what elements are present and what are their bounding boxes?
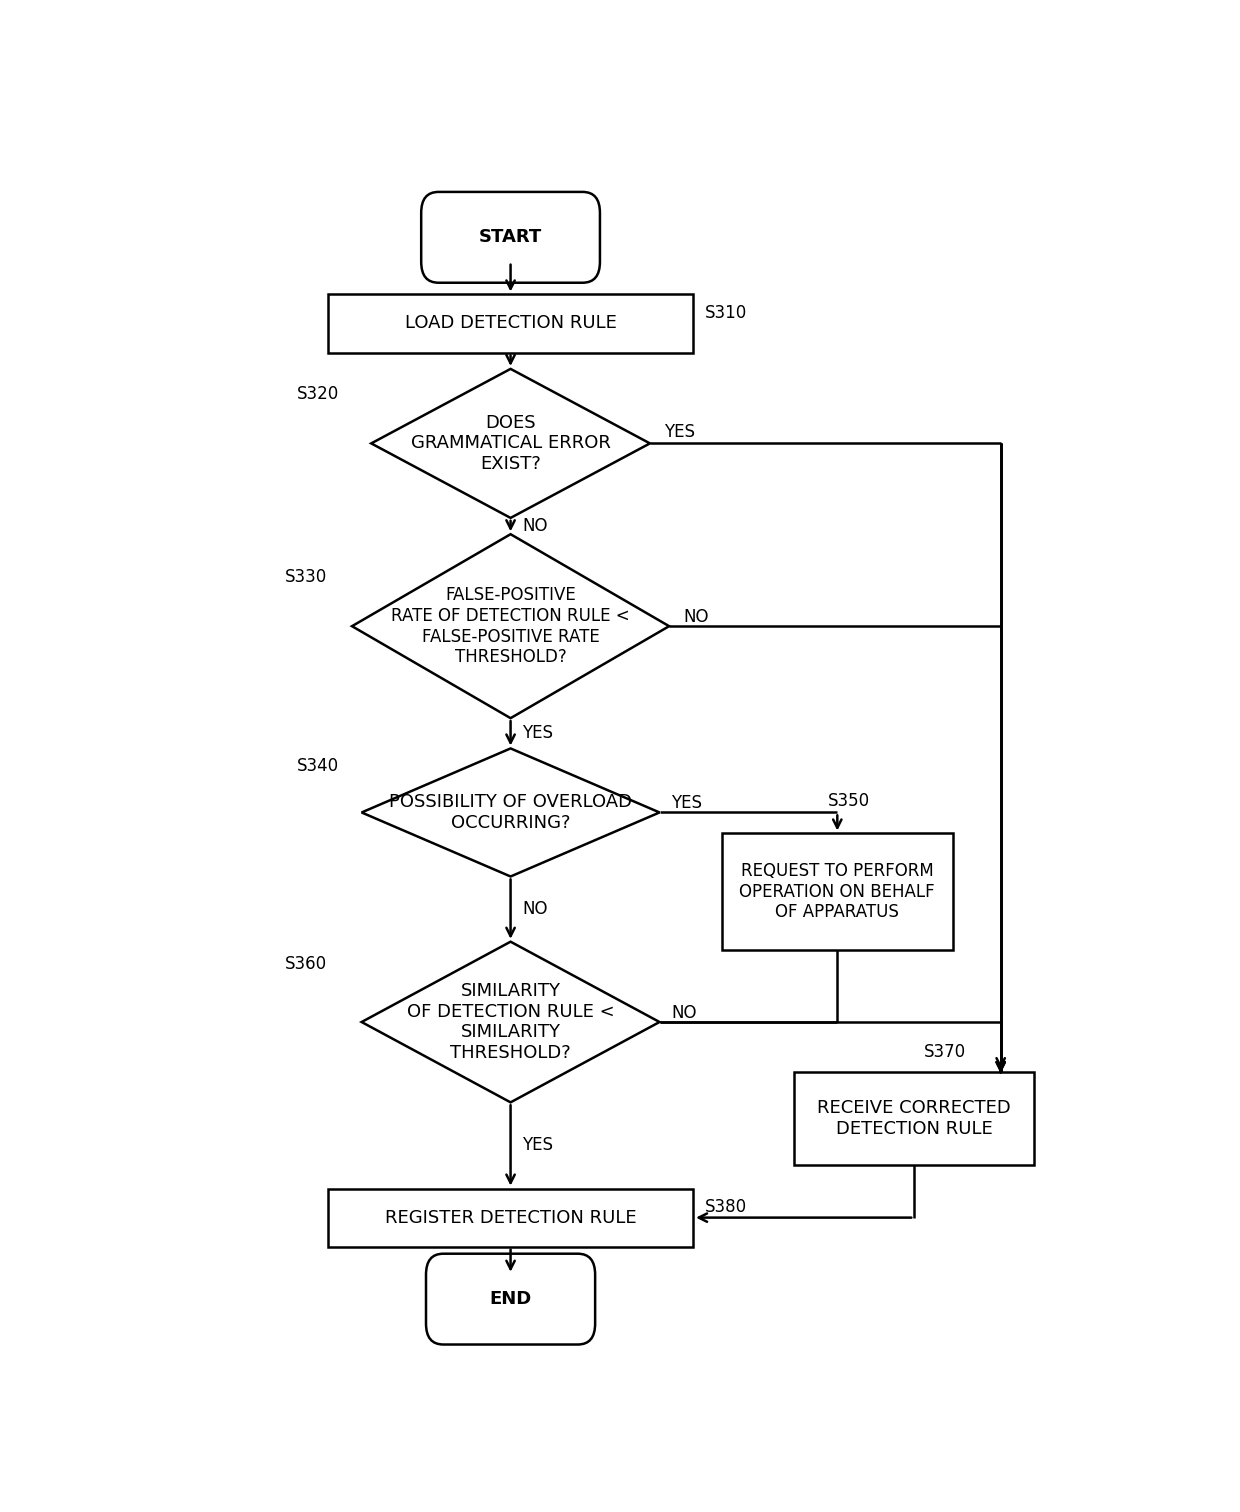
Text: YES: YES <box>665 423 696 442</box>
Text: POSSIBILITY OF OVERLOAD
OCCURRING?: POSSIBILITY OF OVERLOAD OCCURRING? <box>389 794 632 832</box>
Text: S360: S360 <box>285 954 327 972</box>
Text: NO: NO <box>522 900 548 918</box>
Text: S320: S320 <box>298 386 340 404</box>
Polygon shape <box>362 748 660 877</box>
Text: S370: S370 <box>924 1043 966 1061</box>
Text: DOES
GRAMMATICAL ERROR
EXIST?: DOES GRAMMATICAL ERROR EXIST? <box>410 414 610 473</box>
Text: END: END <box>490 1290 532 1308</box>
Text: REQUEST TO PERFORM
OPERATION ON BEHALF
OF APPARATUS: REQUEST TO PERFORM OPERATION ON BEHALF O… <box>739 862 935 921</box>
Text: YES: YES <box>522 724 553 742</box>
Text: REGISTER DETECTION RULE: REGISTER DETECTION RULE <box>384 1208 636 1226</box>
Bar <box>327 295 693 352</box>
Text: NO: NO <box>522 517 548 535</box>
FancyBboxPatch shape <box>422 192 600 283</box>
Polygon shape <box>371 369 650 519</box>
Bar <box>327 1188 693 1247</box>
Text: YES: YES <box>522 1137 553 1155</box>
Text: NO: NO <box>671 1004 697 1022</box>
Text: START: START <box>479 228 542 246</box>
Text: FALSE-POSITIVE
RATE OF DETECTION RULE <
FALSE-POSITIVE RATE
THRESHOLD?: FALSE-POSITIVE RATE OF DETECTION RULE < … <box>391 587 630 667</box>
Text: S380: S380 <box>704 1198 746 1216</box>
Text: S330: S330 <box>285 569 327 587</box>
Text: RECEIVE CORRECTED
DETECTION RULE: RECEIVE CORRECTED DETECTION RULE <box>817 1099 1011 1139</box>
Polygon shape <box>352 534 670 718</box>
Text: LOAD DETECTION RULE: LOAD DETECTION RULE <box>404 314 616 333</box>
Text: S350: S350 <box>828 792 869 810</box>
Text: NO: NO <box>683 608 709 626</box>
Bar <box>722 833 952 950</box>
Polygon shape <box>362 942 660 1102</box>
FancyBboxPatch shape <box>427 1253 595 1344</box>
Text: S340: S340 <box>298 758 340 774</box>
Bar <box>794 1072 1034 1166</box>
Text: SIMILARITY
OF DETECTION RULE <
SIMILARITY
THRESHOLD?: SIMILARITY OF DETECTION RULE < SIMILARIT… <box>407 981 614 1063</box>
Text: S310: S310 <box>704 304 746 322</box>
Text: YES: YES <box>671 794 702 812</box>
